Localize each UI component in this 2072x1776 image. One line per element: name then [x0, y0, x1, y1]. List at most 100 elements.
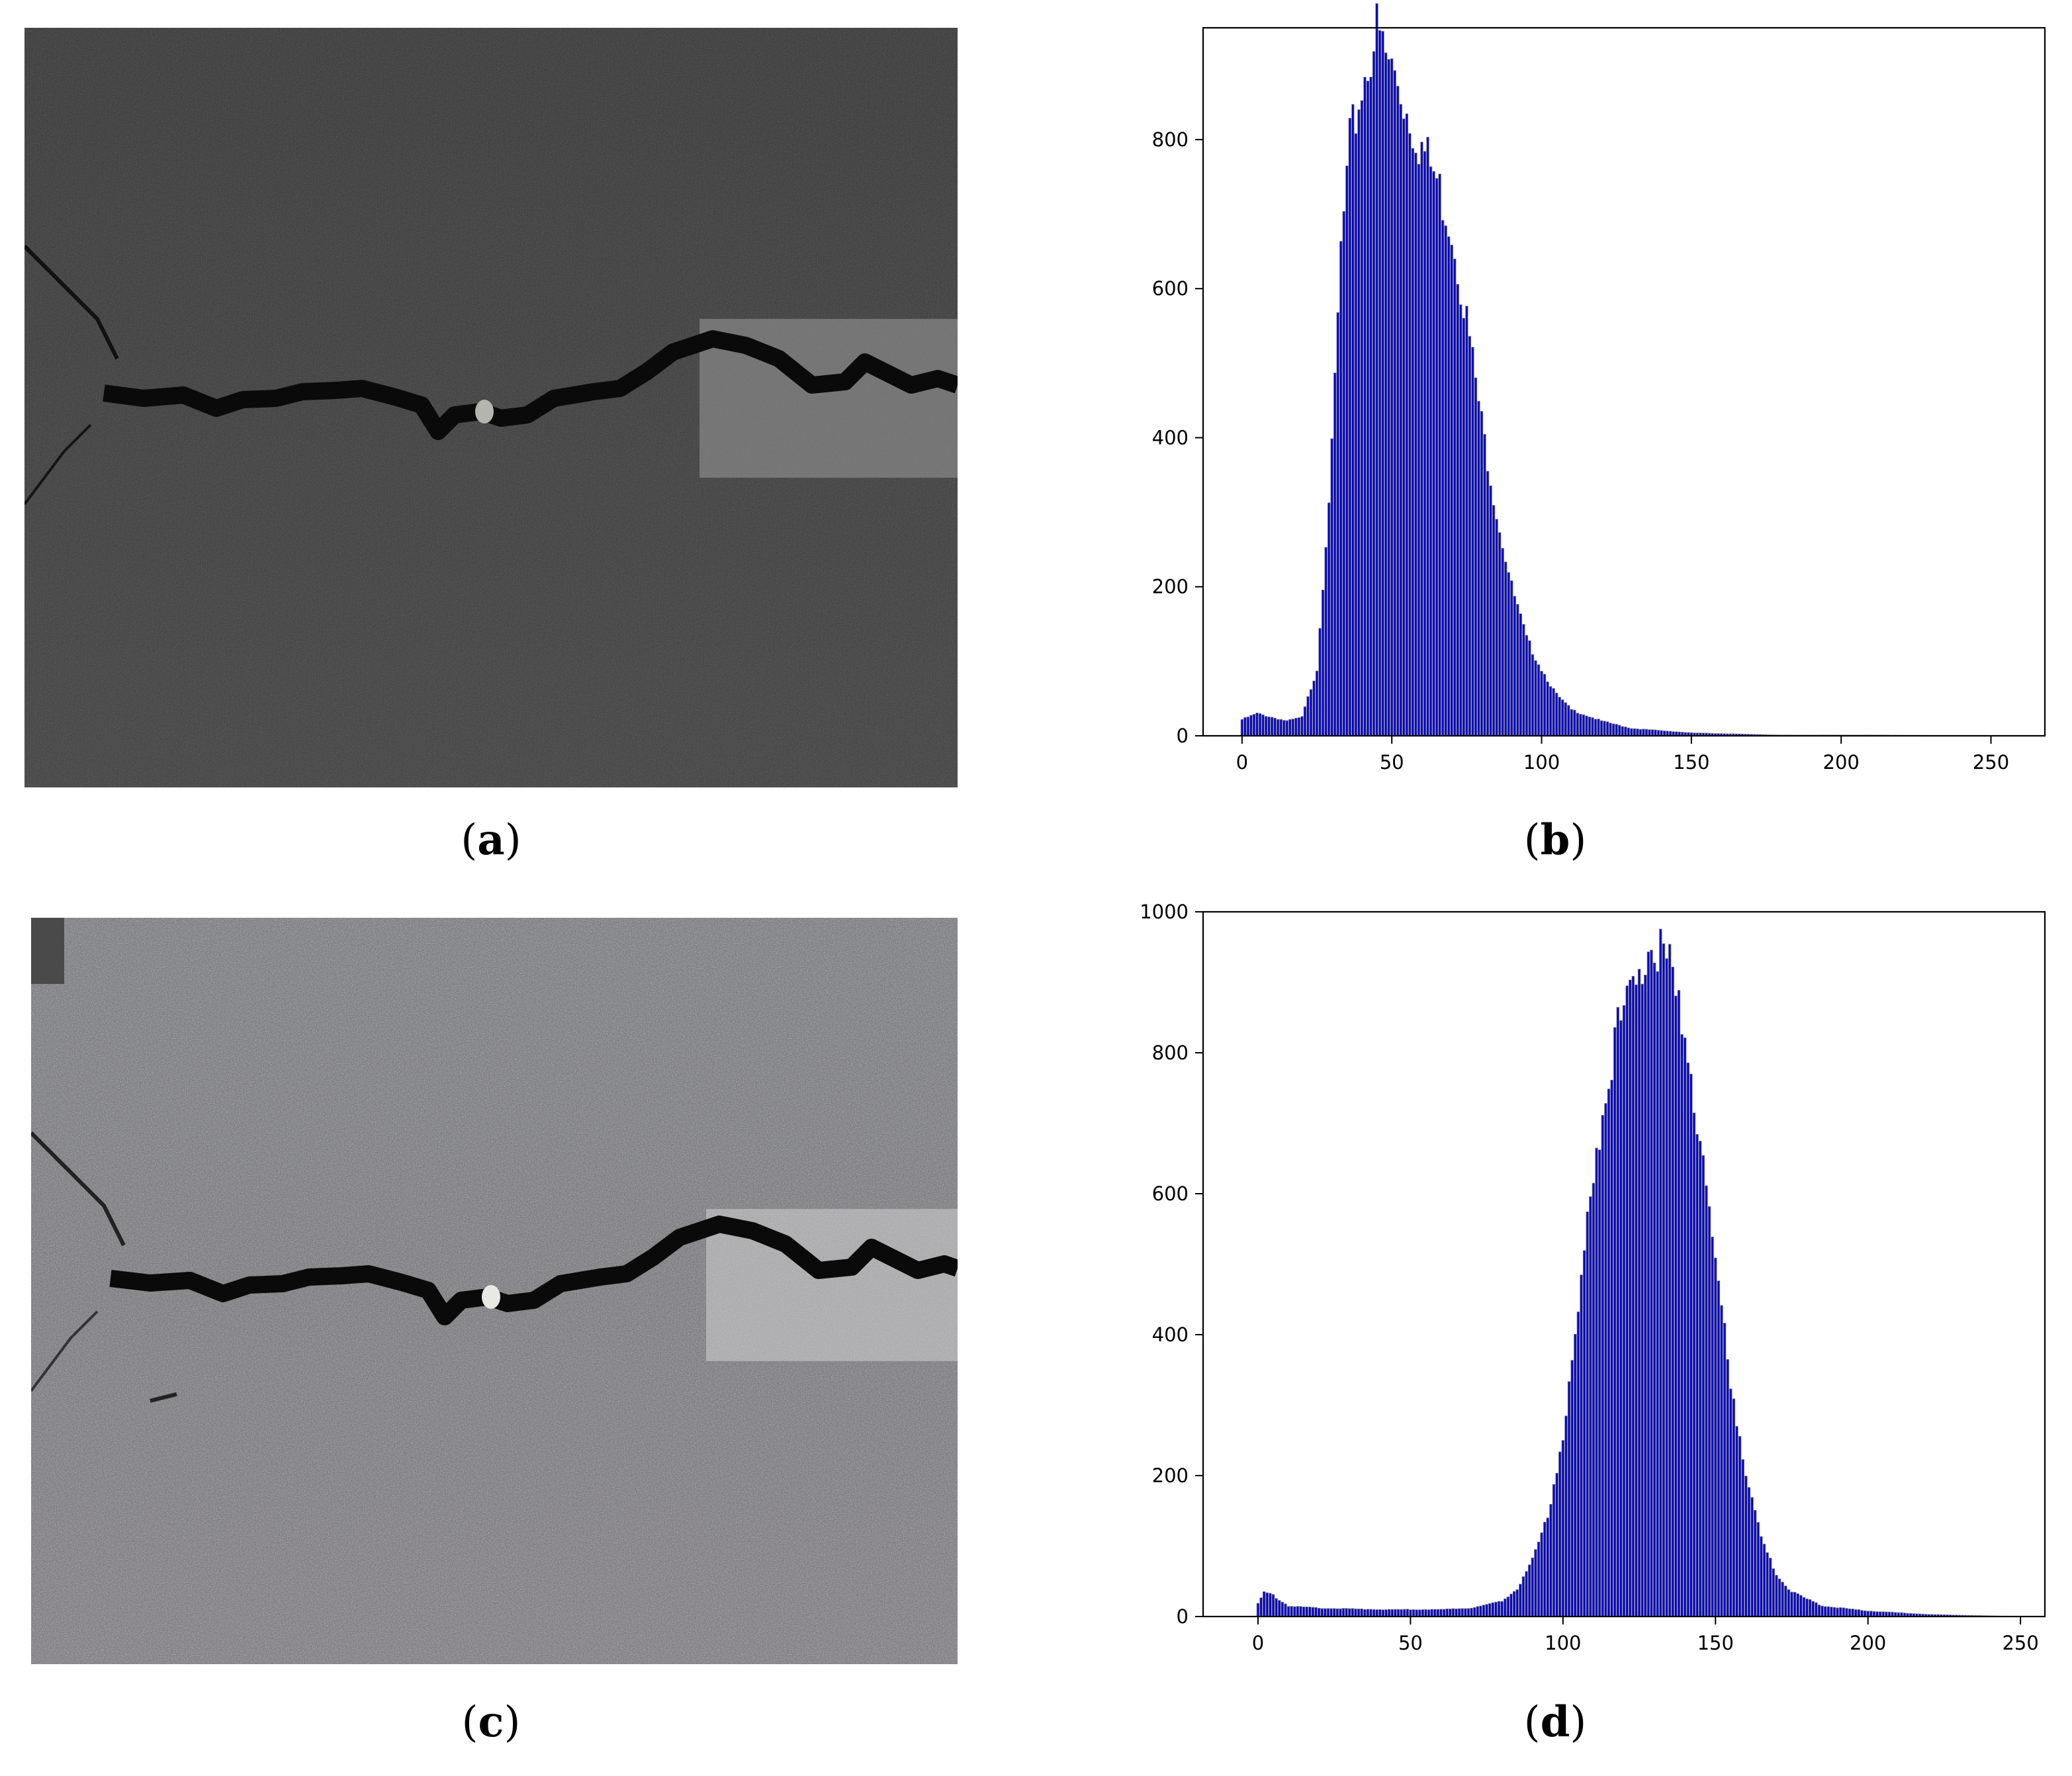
- y-tick-label: 0: [1177, 725, 1189, 747]
- histogram-bar: [1674, 995, 1678, 1617]
- histogram-bar: [1390, 58, 1394, 736]
- histogram-bar: [1618, 725, 1621, 736]
- histogram-bar: [1486, 470, 1490, 736]
- histogram-bar: [1552, 688, 1555, 736]
- histogram-bar: [1597, 719, 1600, 736]
- histogram-bar: [1286, 1606, 1290, 1617]
- histogram-bar: [1522, 624, 1525, 736]
- histogram-bar: [1519, 1583, 1522, 1617]
- histogram-bar: [1555, 1472, 1558, 1617]
- histogram-bar: [1662, 731, 1666, 736]
- histogram-bar: [1521, 1576, 1525, 1617]
- histogram-bar: [1611, 723, 1615, 736]
- histogram-bar: [1255, 713, 1259, 736]
- histogram-bar: [1305, 1607, 1308, 1617]
- histogram-bar: [1354, 133, 1358, 736]
- histogram-bar: [1275, 1598, 1278, 1617]
- histogram-bar: [1549, 686, 1553, 736]
- histogram-bar: [1842, 1607, 1846, 1617]
- histogram-bar: [1450, 244, 1453, 736]
- histogram-bar: [1616, 1006, 1619, 1617]
- histogram-bar: [1531, 654, 1535, 736]
- y-tick-label: 1000: [1140, 901, 1189, 923]
- histogram-bar: [1259, 1597, 1263, 1617]
- plot-frame: [1202, 910, 2046, 1618]
- histogram-bar: [1654, 729, 1657, 736]
- histogram-bar: [1738, 1436, 1742, 1617]
- histogram-bar: [1504, 1598, 1507, 1617]
- histogram-bar: [1339, 1608, 1342, 1617]
- histogram-bar: [1823, 1606, 1827, 1617]
- histogram-bar: [1492, 505, 1496, 736]
- histogram-bar: [1324, 547, 1328, 736]
- x-tick-label: 250: [2002, 1632, 2038, 1654]
- histogram-bar: [1318, 628, 1322, 736]
- histogram-bar: [1589, 1196, 1592, 1617]
- histogram-bar: [1621, 726, 1624, 736]
- histogram-bar: [1441, 220, 1445, 736]
- histogram-bar: [1351, 104, 1355, 736]
- histogram-bar: [1408, 133, 1412, 736]
- histogram-bar: [1720, 1305, 1723, 1617]
- histogram-bar: [1570, 709, 1573, 736]
- histogram-bar: [1497, 1601, 1501, 1617]
- histogram-bar: [1396, 85, 1400, 736]
- histogram-bar: [1500, 1601, 1504, 1617]
- histogram-bar: [1256, 1603, 1260, 1617]
- histogram-bar: [1735, 1426, 1738, 1617]
- histogram-bar: [1483, 433, 1486, 736]
- histogram-bar: [1633, 728, 1637, 736]
- histogram-bar: [1363, 1609, 1367, 1617]
- histogram-bar: [1775, 1575, 1778, 1617]
- histogram-bar: [1283, 720, 1286, 736]
- histogram-bar: [1314, 1607, 1318, 1617]
- histogram-bar: [1455, 1609, 1458, 1617]
- x-tick-label: 50: [1398, 1632, 1423, 1654]
- histogram-bar: [1576, 1311, 1580, 1617]
- histogram-bar: [1601, 1115, 1604, 1617]
- histogram-bar: [1537, 664, 1541, 736]
- histogram-bar: [1430, 1609, 1433, 1617]
- histogram-bar: [1534, 1549, 1537, 1617]
- histogram-bar: [1753, 1509, 1757, 1617]
- histogram-bar: [1405, 113, 1408, 736]
- histogram-bar: [1270, 717, 1274, 736]
- histogram-bar: [1472, 1607, 1476, 1617]
- x-tick-label: 150: [1673, 751, 1709, 774]
- histogram-bar: [1689, 1073, 1693, 1617]
- histogram-bar: [1652, 962, 1656, 1617]
- histogram-bar: [1582, 1250, 1586, 1617]
- histogram-bar: [1796, 1593, 1799, 1617]
- histogram-bar: [1772, 1568, 1776, 1617]
- histogram-bar: [1341, 1608, 1345, 1617]
- histogram-bar: [1479, 1605, 1482, 1617]
- x-tick-label: 0: [1236, 751, 1248, 774]
- histogram-bar: [1474, 377, 1478, 736]
- histogram-bar: [1470, 1607, 1473, 1617]
- histogram-bar: [1588, 717, 1592, 736]
- histogram-bar: [1506, 1596, 1510, 1617]
- histogram-bar: [1507, 572, 1510, 736]
- histogram-bar: [1811, 1601, 1815, 1617]
- histogram-bar: [1300, 716, 1304, 736]
- histogram-bar: [1345, 1608, 1348, 1617]
- histogram-bar: [1515, 1589, 1519, 1617]
- histogram-bar: [1561, 1440, 1565, 1617]
- histogram-bar: [1534, 660, 1537, 736]
- histogram-bar: [1615, 724, 1618, 736]
- histogram-bar: [1769, 1558, 1772, 1617]
- histogram-bar: [1832, 1607, 1836, 1617]
- histogram-bar: [1296, 1606, 1300, 1617]
- histogram-bar: [1433, 1609, 1437, 1617]
- histogram-bar: [1509, 1593, 1513, 1617]
- histogram-bar: [1372, 51, 1376, 736]
- histogram-bar: [1540, 1532, 1543, 1617]
- histogram-bar: [1273, 717, 1277, 736]
- histogram-bar: [1817, 1605, 1821, 1617]
- histogram-bar: [1406, 1609, 1409, 1617]
- histogram-bar: [1482, 1605, 1486, 1617]
- histogram-bar: [1321, 590, 1325, 736]
- histogram-bar: [1747, 1487, 1751, 1617]
- histogram-bar: [1540, 670, 1543, 736]
- histogram-bar: [1610, 1079, 1613, 1617]
